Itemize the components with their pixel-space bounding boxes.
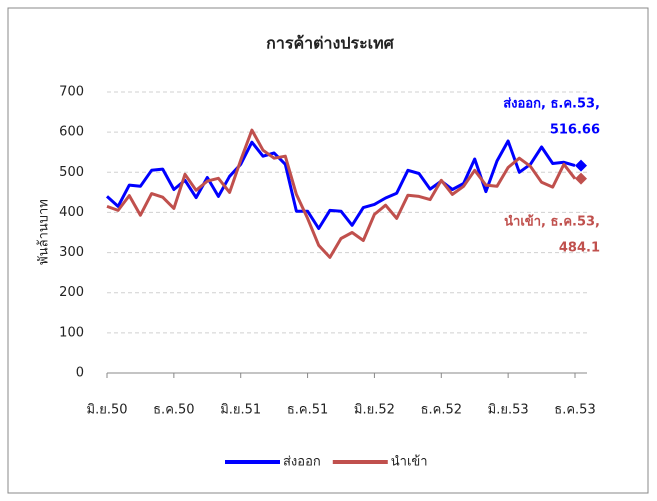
y-tick-label: 700: [59, 85, 84, 100]
legend-label: นำเข้า: [391, 455, 428, 470]
end-marker: [575, 172, 587, 185]
x-tick-label: ธ.ค.52: [421, 403, 462, 418]
chart-title: การค้าต่างประเทศ: [266, 34, 395, 53]
data-label: 484.1: [559, 241, 600, 256]
y-tick-label: 400: [59, 205, 84, 220]
x-tick-label: ธ.ค.50: [153, 403, 194, 418]
x-tick-label: มิ.ย.50: [87, 403, 128, 418]
chart-frame: [7, 7, 649, 494]
x-tick-label: มิ.ย.52: [354, 403, 395, 418]
legend-label: ส่งออก: [283, 455, 321, 470]
y-tick-label: 0: [76, 366, 84, 381]
y-tick-label: 500: [59, 165, 84, 180]
y-tick-label: 600: [59, 125, 84, 140]
x-tick-label: มิ.ย.51: [220, 403, 261, 418]
end-marker: [575, 159, 587, 172]
annotation: นำเข้า, ธ.ค.53,: [504, 214, 600, 230]
y-tick-label: 100: [59, 325, 84, 340]
x-tick-label: มิ.ย.53: [488, 403, 529, 418]
data-label: 516.66: [550, 123, 600, 138]
x-tick-label: ธ.ค.53: [554, 403, 595, 418]
y-tick-label: 200: [59, 285, 84, 300]
y-tick-label: 300: [59, 245, 84, 260]
annotation: ส่งออก, ธ.ค.53,: [503, 97, 600, 112]
series-line: [106, 128, 577, 259]
series-line: [105, 139, 576, 230]
x-tick-label: ธ.ค.51: [287, 403, 328, 418]
y-axis-label: พันล้านบาท: [37, 199, 52, 265]
